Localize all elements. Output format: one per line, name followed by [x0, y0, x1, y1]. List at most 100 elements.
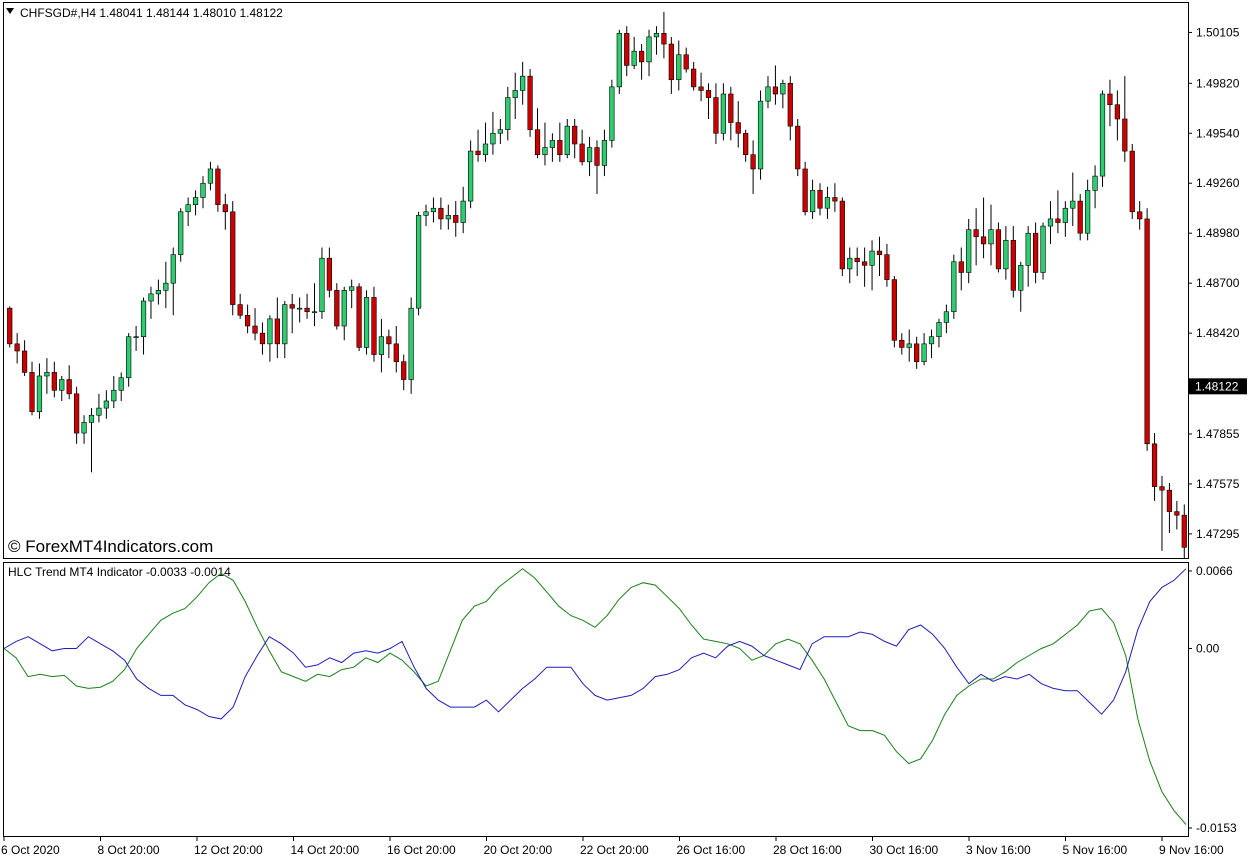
- candle-body: [475, 150, 481, 155]
- candle: [817, 183, 823, 216]
- candle: [185, 197, 191, 227]
- candle: [564, 118, 570, 159]
- candle-body: [29, 372, 35, 412]
- candle: [341, 286, 347, 341]
- candle-body: [289, 304, 295, 309]
- candle-body: [958, 261, 964, 273]
- candle: [1055, 190, 1061, 234]
- candle: [148, 286, 154, 319]
- candle-body: [899, 339, 905, 348]
- candle-body: [512, 90, 518, 98]
- candle-body: [1137, 211, 1143, 220]
- candle-body: [1107, 93, 1113, 106]
- candle: [1032, 222, 1039, 284]
- dropdown-triangle-icon[interactable]: [6, 8, 14, 14]
- candle: [914, 336, 920, 369]
- current-price-box: [1189, 378, 1247, 395]
- candle-body: [683, 54, 689, 70]
- candle-body: [668, 43, 674, 81]
- candle: [267, 315, 273, 362]
- price-panel-frame: [3, 2, 1189, 559]
- candle: [899, 333, 905, 355]
- candle: [140, 297, 147, 355]
- candle: [832, 183, 838, 212]
- indicator-tick-label: 0.00: [1196, 641, 1220, 655]
- candle-body: [326, 257, 332, 291]
- candle: [765, 76, 771, 109]
- candle-body: [74, 393, 80, 434]
- candle: [21, 340, 28, 376]
- candle: [170, 247, 176, 316]
- candle: [966, 218, 972, 284]
- candle-body: [586, 147, 593, 163]
- candle: [928, 329, 935, 359]
- candle-body: [787, 83, 793, 127]
- candle-body: [616, 33, 622, 88]
- candle: [505, 86, 511, 141]
- candle-body: [676, 54, 682, 81]
- candle: [609, 79, 615, 148]
- indicator-lines: [3, 568, 1187, 825]
- candle: [1166, 483, 1173, 534]
- candle: [884, 243, 890, 287]
- candle-body: [81, 422, 87, 434]
- watermark: © ForexMT4Indicators.com: [8, 537, 213, 556]
- candle: [1099, 90, 1106, 187]
- candle-body: [884, 254, 890, 280]
- candle-body: [988, 229, 994, 245]
- candle-body: [839, 200, 845, 270]
- candle-body: [549, 140, 556, 148]
- candle: [334, 283, 340, 330]
- candle: [356, 283, 362, 351]
- current-price-marker: 1.48122: [1189, 378, 1247, 395]
- candle-body: [728, 93, 734, 123]
- price-panel: CHFSGD#,H4 1.48041 1.48144 1.48010 1.481…: [3, 2, 1247, 559]
- time-tick-label: 22 Oct 20:00: [580, 843, 649, 857]
- candle-body: [222, 204, 228, 213]
- candle: [36, 363, 43, 419]
- candle: [787, 76, 793, 141]
- indicator-tick-label: 0.0066: [1196, 564, 1233, 578]
- candle: [430, 197, 437, 223]
- candle-body: [914, 343, 920, 362]
- candle: [839, 197, 845, 277]
- candle-body: [7, 307, 13, 345]
- indicator-panel-frame: [3, 562, 1189, 837]
- candle: [980, 197, 987, 259]
- candle: [1085, 179, 1091, 241]
- indicator-title: HLC Trend MT4 Indicator -0.0033 -0.0014: [8, 565, 231, 579]
- candle: [549, 133, 556, 162]
- candle-body: [1070, 200, 1076, 209]
- candle-body: [453, 215, 459, 223]
- candle: [311, 283, 318, 327]
- candle: [534, 108, 541, 159]
- candle-body: [720, 93, 726, 134]
- current-price-label: 1.48122: [1195, 379, 1239, 393]
- candle-body: [237, 304, 243, 316]
- candle-body: [928, 336, 935, 345]
- candle: [802, 161, 808, 216]
- candle-body: [88, 414, 95, 423]
- candle-body: [862, 261, 868, 266]
- candle: [705, 83, 712, 119]
- candle-body: [735, 122, 741, 134]
- candle-body: [520, 75, 526, 91]
- candle: [81, 415, 87, 444]
- candle-body: [653, 33, 660, 38]
- candle-body: [163, 282, 169, 291]
- candle-body: [713, 97, 719, 134]
- candle-body: [252, 325, 258, 334]
- candle-body: [378, 336, 385, 355]
- candle: [237, 293, 243, 319]
- candle: [876, 236, 883, 277]
- candle-body: [891, 279, 897, 341]
- candle-body: [795, 125, 801, 170]
- price-tick-label: 1.49540: [1196, 126, 1240, 140]
- candle-body: [1077, 200, 1083, 234]
- candle: [244, 304, 251, 334]
- candle: [289, 293, 295, 334]
- candle-body: [386, 336, 392, 345]
- candle: [631, 36, 637, 70]
